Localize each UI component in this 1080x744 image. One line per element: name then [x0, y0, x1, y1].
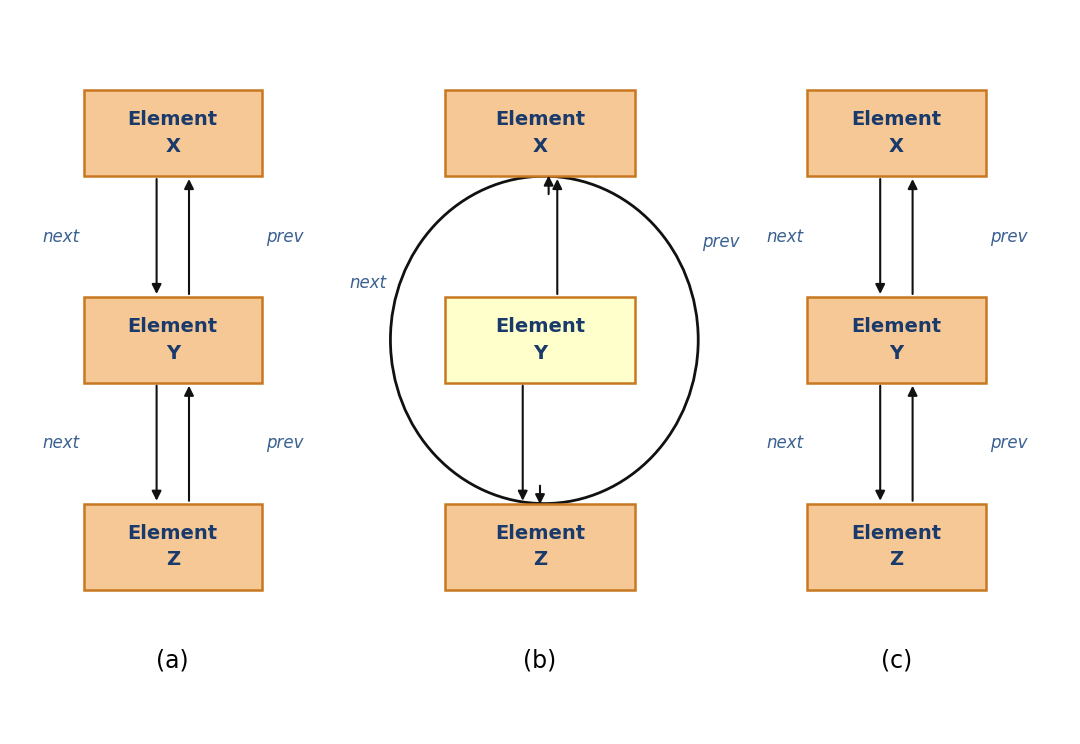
FancyBboxPatch shape	[808, 504, 986, 590]
Text: prev: prev	[989, 434, 1027, 452]
Text: (b): (b)	[524, 648, 556, 673]
Text: Element
Z: Element Z	[127, 524, 218, 569]
FancyBboxPatch shape	[445, 504, 635, 590]
FancyBboxPatch shape	[445, 90, 635, 176]
Text: next: next	[766, 228, 804, 246]
Text: Element
Y: Element Y	[495, 317, 585, 362]
Text: Element
Y: Element Y	[851, 317, 942, 362]
FancyBboxPatch shape	[808, 297, 986, 383]
FancyBboxPatch shape	[445, 297, 635, 383]
Text: next: next	[42, 228, 80, 246]
Text: prev: prev	[702, 233, 740, 251]
Text: (a): (a)	[157, 648, 189, 673]
Text: Element
X: Element X	[495, 110, 585, 156]
Text: next: next	[349, 274, 387, 292]
Text: next: next	[42, 434, 80, 452]
Text: Element
Z: Element Z	[851, 524, 942, 569]
Text: prev: prev	[266, 228, 303, 246]
FancyBboxPatch shape	[83, 90, 261, 176]
Text: Element
X: Element X	[851, 110, 942, 156]
Text: Element
Z: Element Z	[495, 524, 585, 569]
Text: Element
Y: Element Y	[127, 317, 218, 362]
Text: prev: prev	[266, 434, 303, 452]
Text: (c): (c)	[881, 648, 912, 673]
FancyBboxPatch shape	[808, 90, 986, 176]
Text: prev: prev	[989, 228, 1027, 246]
FancyBboxPatch shape	[83, 504, 261, 590]
FancyBboxPatch shape	[83, 297, 261, 383]
Text: next: next	[766, 434, 804, 452]
Text: Element
X: Element X	[127, 110, 218, 156]
